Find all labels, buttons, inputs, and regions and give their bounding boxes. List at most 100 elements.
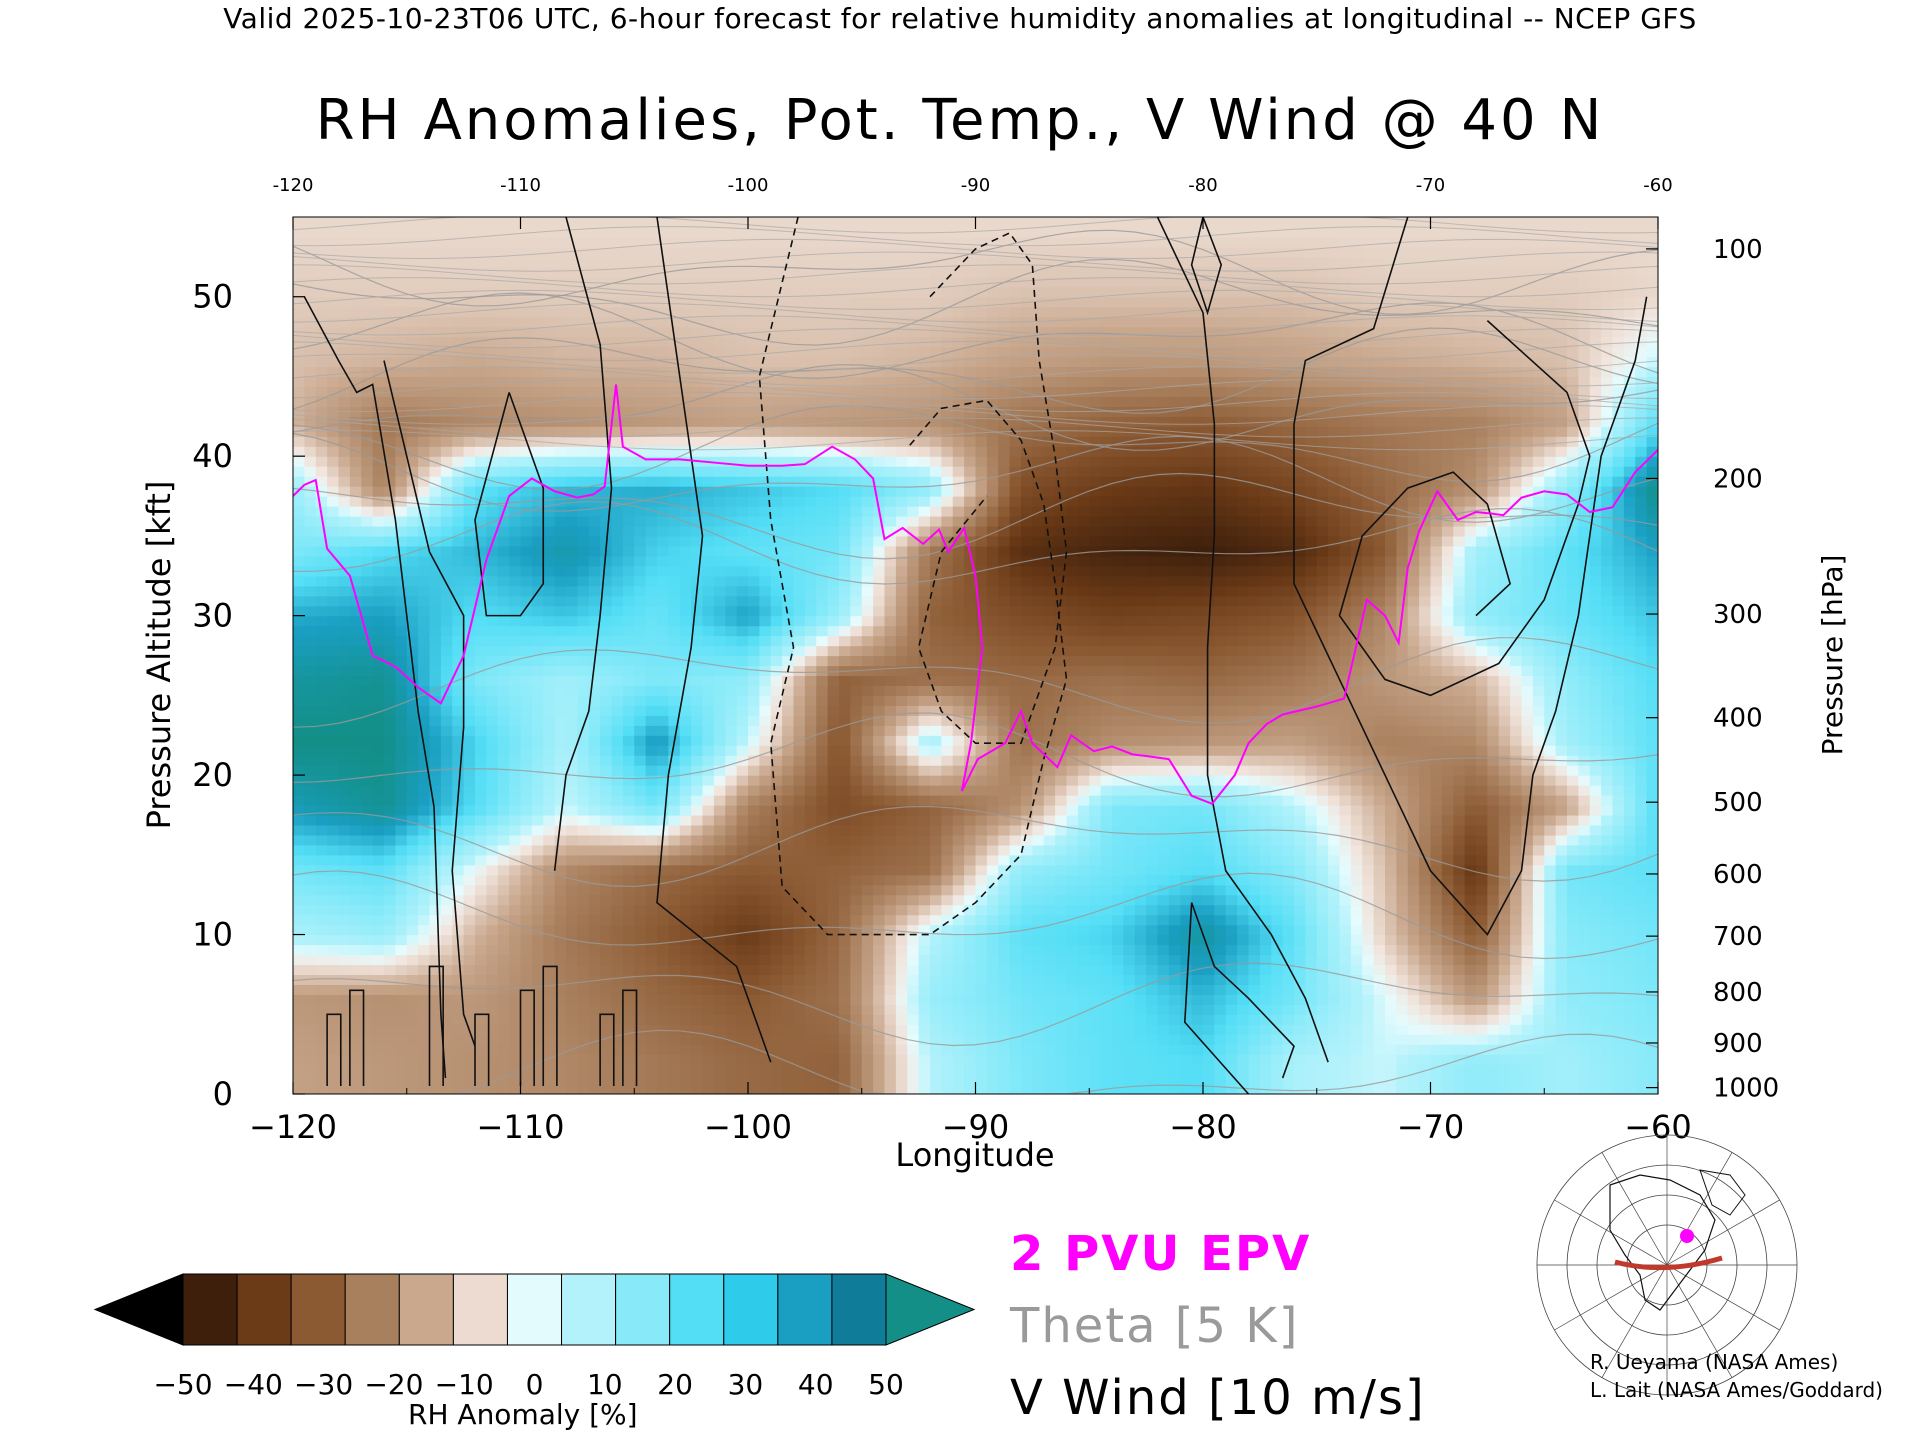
rh-cell bbox=[1510, 1024, 1523, 1035]
rh-cell bbox=[1373, 695, 1386, 706]
rh-cell bbox=[1510, 924, 1523, 936]
rh-cell bbox=[1146, 685, 1159, 696]
rh-cell bbox=[429, 1084, 442, 1094]
rh-cell bbox=[1157, 884, 1170, 896]
rh-cell bbox=[1055, 834, 1068, 846]
rh-cell bbox=[1407, 974, 1420, 985]
rh-cell bbox=[1214, 1054, 1227, 1065]
rh-cell bbox=[782, 894, 795, 906]
rh-cell bbox=[1328, 1024, 1341, 1035]
rh-cell bbox=[759, 934, 772, 946]
rh-cell bbox=[1419, 924, 1432, 936]
rh-cell bbox=[804, 1064, 817, 1075]
rh-cell bbox=[384, 934, 396, 946]
rh-cell bbox=[657, 1024, 669, 1035]
rh-cell bbox=[1623, 1004, 1636, 1015]
rh-cell bbox=[1203, 705, 1215, 716]
rh-cell bbox=[475, 824, 487, 836]
rh-cell bbox=[952, 934, 965, 946]
rh-cell bbox=[1259, 914, 1272, 926]
rh-cell bbox=[657, 1064, 669, 1075]
rh-cell bbox=[1305, 934, 1318, 946]
rh-cell bbox=[440, 765, 453, 776]
rh-cell bbox=[1089, 1044, 1102, 1055]
rh-cell bbox=[1032, 954, 1045, 966]
rh-cell bbox=[1305, 824, 1318, 836]
rh-cell bbox=[850, 894, 863, 906]
rh-cell bbox=[1498, 984, 1511, 995]
rh-cell bbox=[1555, 914, 1568, 926]
rh-cell bbox=[1498, 824, 1511, 836]
rh-cell bbox=[1430, 695, 1443, 706]
rh-cell bbox=[748, 904, 760, 916]
rh-cell bbox=[1373, 1044, 1386, 1055]
rh-cell bbox=[520, 1044, 533, 1055]
rh-cell bbox=[1544, 934, 1557, 946]
rh-cell bbox=[577, 765, 590, 776]
rh-cell bbox=[509, 864, 522, 876]
rh-cell bbox=[315, 904, 328, 916]
rh-cell bbox=[748, 755, 760, 766]
rh-cell bbox=[509, 924, 522, 936]
rh-cell bbox=[1555, 924, 1568, 936]
rh-cell bbox=[1612, 874, 1625, 886]
rh-cell bbox=[327, 824, 340, 836]
rh-cell bbox=[1407, 844, 1420, 856]
rh-cell bbox=[463, 984, 476, 995]
rh-cell bbox=[372, 725, 385, 736]
rh-cell bbox=[702, 715, 715, 726]
rh-cell bbox=[1567, 735, 1579, 746]
rh-cell bbox=[1487, 775, 1500, 786]
rh-cell bbox=[975, 804, 988, 816]
rh-cell bbox=[736, 974, 749, 985]
rh-cell bbox=[395, 844, 408, 856]
rh-cell bbox=[1328, 994, 1341, 1005]
rh-cell bbox=[384, 944, 396, 956]
rh-cell bbox=[372, 854, 385, 866]
rh-cell bbox=[1259, 685, 1272, 696]
rh-cell bbox=[1464, 854, 1477, 866]
rh-cell bbox=[1203, 735, 1215, 746]
rh-cell bbox=[736, 884, 749, 896]
rh-cell bbox=[452, 924, 465, 936]
rh-cell bbox=[611, 904, 624, 916]
rh-cell bbox=[1294, 834, 1306, 846]
rh-cell bbox=[782, 685, 795, 696]
rh-cell bbox=[1350, 1074, 1363, 1085]
rh-cell bbox=[895, 874, 908, 886]
rh-cell bbox=[304, 934, 317, 946]
rh-cell bbox=[1498, 944, 1511, 956]
rh-cell bbox=[1214, 725, 1227, 736]
rh-cell bbox=[1282, 755, 1295, 766]
rh-cell bbox=[725, 874, 738, 886]
rh-cell bbox=[1021, 1054, 1033, 1065]
rh-cell bbox=[1112, 795, 1124, 806]
rh-cell bbox=[986, 695, 999, 706]
rh-cell bbox=[759, 864, 772, 876]
rh-cell bbox=[1567, 864, 1579, 876]
rh-cell bbox=[1589, 894, 1602, 906]
rh-cell bbox=[1294, 874, 1306, 886]
rh-cell bbox=[1635, 1004, 1648, 1015]
rh-cell bbox=[577, 814, 590, 826]
rh-cell bbox=[1168, 814, 1181, 826]
rh-cell bbox=[338, 795, 351, 806]
rh-cell bbox=[861, 1014, 874, 1025]
rh-cell bbox=[588, 874, 601, 886]
rh-cell bbox=[1032, 884, 1045, 896]
rh-cell bbox=[1407, 715, 1420, 726]
rh-cell bbox=[861, 675, 874, 686]
rh-cell bbox=[1157, 904, 1170, 916]
rh-cell bbox=[543, 834, 556, 846]
rh-cell bbox=[1259, 1074, 1272, 1085]
rh-cell bbox=[1294, 1084, 1306, 1094]
rh-cell bbox=[349, 1014, 362, 1025]
rh-cell bbox=[759, 785, 772, 796]
rh-cell bbox=[1487, 814, 1500, 826]
rh-cell bbox=[327, 725, 340, 736]
rh-cell bbox=[725, 904, 738, 916]
rh-cell bbox=[1237, 1034, 1250, 1045]
rh-cell bbox=[702, 964, 715, 976]
rh-cell bbox=[1237, 904, 1250, 916]
rh-cell bbox=[486, 914, 499, 926]
